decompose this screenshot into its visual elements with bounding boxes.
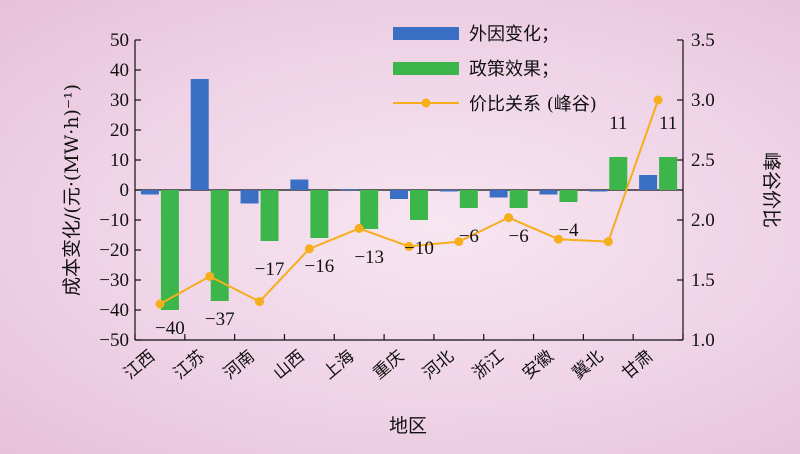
y2-axis-title: 峰谷价比 bbox=[760, 152, 782, 228]
data-label: −16 bbox=[305, 256, 335, 277]
bar-external bbox=[489, 190, 508, 198]
line-group bbox=[155, 95, 663, 309]
data-label: −10 bbox=[404, 238, 434, 259]
y-tick-label: −10 bbox=[99, 210, 129, 231]
x-tick-label: 冀北 bbox=[569, 347, 608, 384]
bar-external bbox=[140, 190, 159, 195]
data-label: −13 bbox=[354, 247, 384, 268]
y2-tick-label: 1.5 bbox=[691, 270, 715, 291]
data-label: −6 bbox=[459, 226, 479, 247]
line-point bbox=[155, 299, 165, 309]
line-point bbox=[553, 234, 563, 244]
data-label: −40 bbox=[155, 318, 185, 339]
bar-external bbox=[290, 179, 309, 190]
y-tick-label: 0 bbox=[120, 180, 130, 201]
y-tick-label: −30 bbox=[99, 270, 129, 291]
x-tick-label: 浙江 bbox=[469, 347, 508, 384]
legend-swatch bbox=[393, 27, 459, 40]
y-tick-label: 40 bbox=[110, 60, 129, 81]
data-labels-group: −40 −37 −17 −16 −13 −10 −6 −6 −4 11 11 bbox=[155, 113, 677, 339]
line-point bbox=[454, 237, 464, 247]
bar-external bbox=[439, 190, 458, 192]
x-tick-label: 上海 bbox=[319, 347, 358, 384]
y-tick-label: 50 bbox=[110, 30, 129, 51]
y2-tick-label: 1.0 bbox=[691, 330, 715, 351]
bar-external bbox=[390, 190, 408, 199]
bar-policy bbox=[160, 190, 179, 310]
bar-external bbox=[639, 175, 658, 190]
line-point bbox=[504, 213, 514, 223]
legend-label: 价比关系 (峰谷) bbox=[469, 94, 597, 115]
bar-external bbox=[539, 190, 558, 195]
bar-policy bbox=[659, 157, 678, 190]
x-tick-label: 江苏 bbox=[170, 347, 209, 384]
y-tick-label: 20 bbox=[110, 120, 129, 141]
y2-tick-label: 3.5 bbox=[691, 30, 715, 51]
line-point bbox=[255, 297, 265, 307]
y2-tick-label: 2.5 bbox=[691, 150, 715, 171]
legend-label: 政策效果； bbox=[469, 59, 559, 80]
y2-tick-label: 3.0 bbox=[691, 90, 715, 111]
x-tick-label: 河北 bbox=[419, 347, 458, 384]
y-tick-label: 30 bbox=[110, 90, 129, 111]
bar-policy bbox=[459, 190, 478, 208]
data-label: −4 bbox=[558, 220, 579, 241]
line-point bbox=[404, 241, 414, 251]
bar-policy bbox=[509, 190, 528, 208]
bars-group bbox=[140, 79, 678, 310]
x-axis-title: 地区 bbox=[389, 415, 427, 437]
data-label: 11 bbox=[609, 113, 627, 134]
x-tick-label: 甘肃 bbox=[618, 347, 657, 384]
legend-marker bbox=[421, 98, 431, 108]
line-point bbox=[653, 95, 663, 105]
y-tick-label: −40 bbox=[99, 300, 129, 321]
data-label: 11 bbox=[659, 113, 677, 134]
x-tick-label: 河南 bbox=[220, 347, 259, 384]
bar-policy bbox=[410, 190, 428, 220]
y-tick-label: 10 bbox=[110, 150, 129, 171]
line-point bbox=[304, 244, 314, 254]
y2-tick-label: 2.0 bbox=[691, 210, 715, 231]
data-label: −37 bbox=[205, 309, 235, 330]
bar-policy bbox=[360, 190, 379, 229]
line-point bbox=[603, 237, 613, 247]
legend-swatch bbox=[393, 62, 459, 75]
x-tick-label: 江西 bbox=[120, 347, 159, 384]
bar-policy bbox=[260, 190, 279, 241]
y-tick-label: −50 bbox=[99, 330, 129, 351]
data-label: −6 bbox=[509, 226, 529, 247]
bar-external bbox=[190, 79, 209, 190]
y-tick-label: −20 bbox=[99, 240, 129, 261]
legend: 外因变化； 政策效果； 价比关系 (峰谷) bbox=[393, 24, 597, 115]
bar-policy bbox=[609, 157, 628, 190]
y-axis-title: 成本变化/(元·(MW·h)⁻¹) bbox=[61, 84, 83, 296]
data-label: −17 bbox=[255, 259, 285, 280]
bar-external bbox=[340, 189, 359, 191]
bar-policy bbox=[559, 190, 578, 202]
bar-policy bbox=[210, 190, 229, 301]
bar-policy bbox=[310, 190, 329, 238]
bar-external bbox=[240, 190, 259, 204]
bar-external bbox=[589, 190, 608, 192]
legend-label: 外因变化； bbox=[469, 24, 559, 45]
x-tick-label: 安徽 bbox=[519, 347, 558, 384]
line-peak-valley-ratio bbox=[159, 99, 660, 305]
x-tick-label: 重庆 bbox=[369, 347, 408, 384]
x-tick-label: 山西 bbox=[270, 347, 309, 384]
line-point bbox=[205, 271, 215, 281]
line-point bbox=[354, 223, 364, 233]
